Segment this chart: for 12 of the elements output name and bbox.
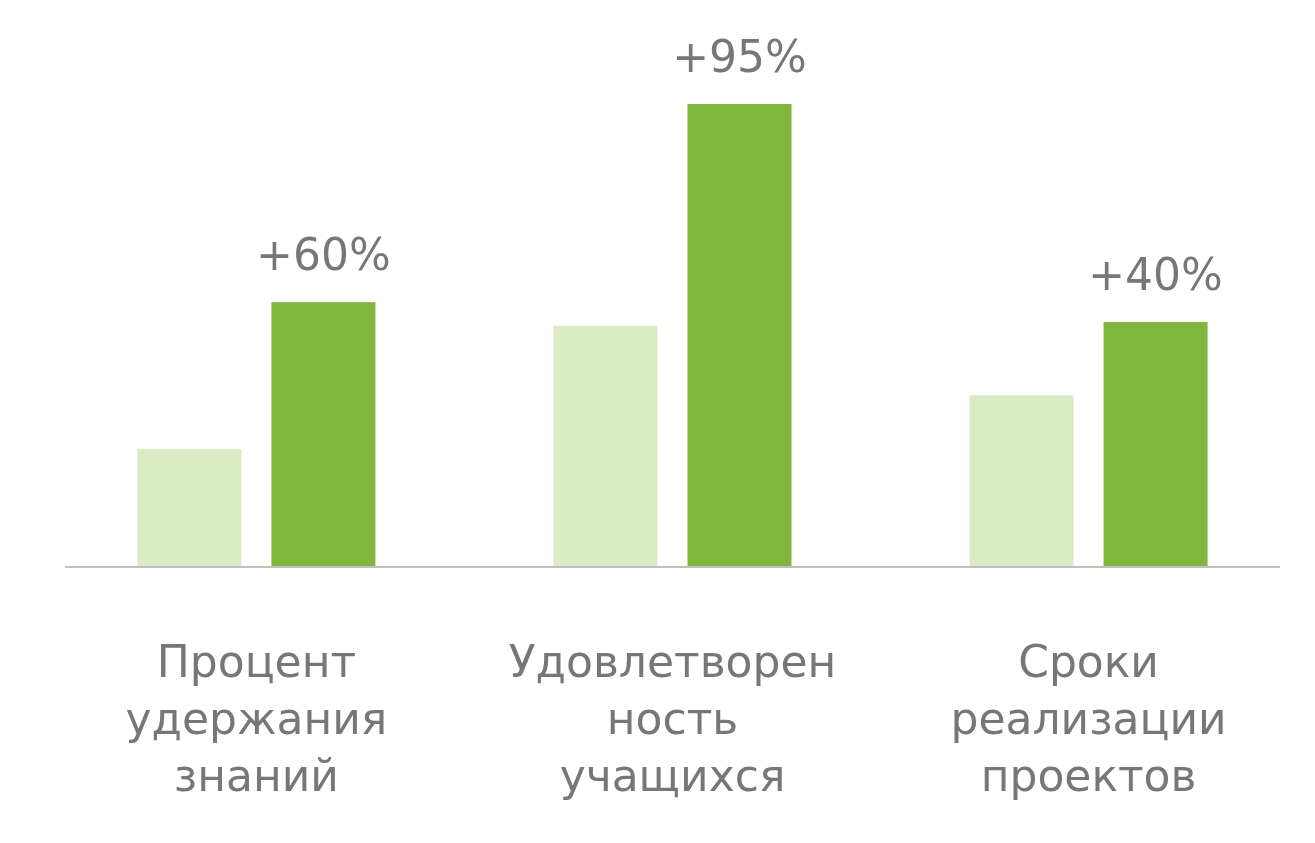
bar [271, 302, 376, 567]
annotation: +40% [1088, 249, 1223, 301]
x-tick-label: Процент удержания знаний [125, 636, 388, 801]
x-tick-label: Удовлетворенность учащихся [508, 636, 837, 801]
bar [969, 395, 1074, 567]
bar [687, 104, 792, 567]
bar [137, 448, 242, 567]
annotation: +60% [256, 229, 391, 281]
text: +95% [672, 31, 807, 82]
bar [553, 325, 658, 567]
x-tick-label: Сроки реализации проектов [950, 636, 1227, 801]
bar [1103, 322, 1208, 567]
